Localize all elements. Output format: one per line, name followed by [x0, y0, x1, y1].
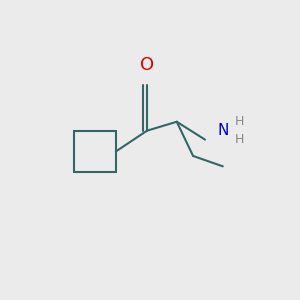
- Text: H: H: [235, 133, 244, 146]
- Text: N: N: [217, 123, 229, 138]
- Text: O: O: [140, 56, 154, 74]
- Text: H: H: [235, 115, 244, 128]
